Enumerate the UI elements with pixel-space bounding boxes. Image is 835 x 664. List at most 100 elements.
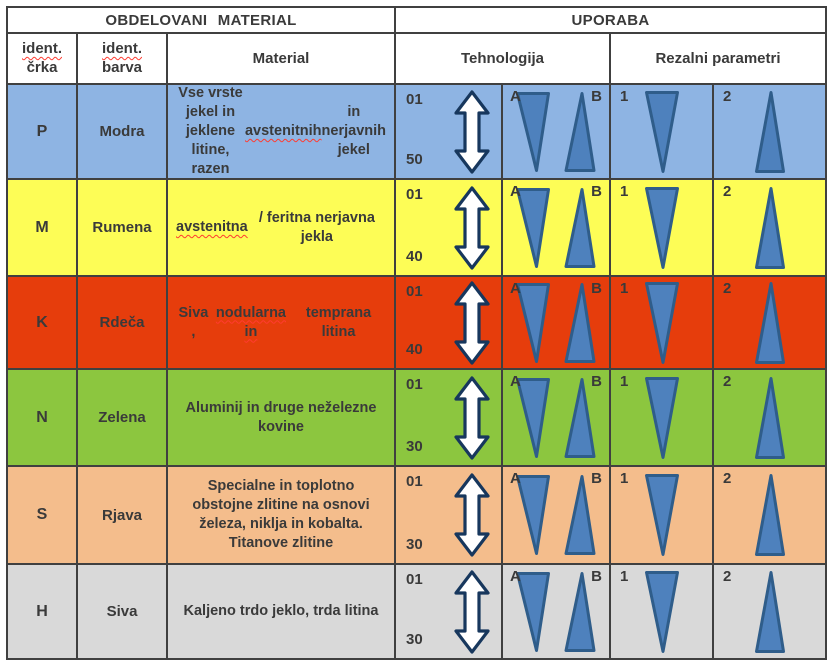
double-arrow-icon (453, 280, 490, 365)
param2-cell: 2 (714, 565, 825, 658)
tech-range-cell: 01 40 (396, 277, 501, 368)
double-arrow-box (442, 85, 501, 178)
tech-range-bottom: 30 (406, 438, 423, 455)
param1-cell: 1 (611, 85, 712, 178)
double-arrow-icon (453, 375, 490, 460)
label-b: B (591, 280, 602, 297)
triangle-down-icon (644, 90, 679, 173)
tech-range-cell: 01 40 (396, 180, 501, 275)
col-header-ident-barva-line2: barva (101, 58, 143, 76)
double-arrow-icon (453, 185, 490, 270)
section-title-uporaba: UPORABA (396, 8, 825, 32)
tech-range-numbers: 01 50 (396, 85, 442, 178)
triangle-down-icon (644, 570, 679, 653)
triangle-up-icon (564, 91, 596, 172)
param1-label: 1 (620, 373, 629, 390)
triangle-up-icon (564, 282, 596, 363)
triangle-down-icon (644, 281, 679, 364)
param2-label: 2 (723, 470, 732, 487)
tech-range-top: 01 (406, 283, 423, 300)
param1-label: 1 (620, 470, 629, 487)
material-text: avstenitnih (244, 123, 322, 140)
param2-cell: 2 (714, 370, 825, 465)
material-text: / feritna nerjavna jekla (258, 209, 375, 245)
section-title-obdelovani-material: OBDELOVANI MATERIAL (8, 8, 394, 32)
material-text: temprana litina (305, 304, 372, 340)
material-text: Aluminij in druge neželezne kovine (185, 399, 377, 435)
tech-range-numbers: 01 40 (396, 180, 442, 275)
label-b: B (591, 470, 602, 487)
triangle-down-icon (516, 475, 550, 555)
param1-label: 1 (620, 183, 629, 200)
triangle-down-icon (516, 91, 550, 172)
row-letter: K (8, 277, 76, 368)
tech-range-cell: 01 30 (396, 370, 501, 465)
col-header-tehnologija: Tehnologija (396, 34, 609, 83)
param1-label: 1 (620, 88, 629, 105)
row-color-name: Rjava (78, 467, 166, 563)
param2-label: 2 (723, 183, 732, 200)
param2-cell: 2 (714, 467, 825, 563)
param2-label: 2 (723, 373, 732, 390)
tech-range-cell: 01 50 (396, 85, 501, 178)
col-header-ident-crka-line1: ident. (22, 39, 62, 57)
double-arrow-icon (453, 473, 490, 557)
label-a: A (510, 88, 521, 105)
label-a: A (510, 280, 521, 297)
tech-range-top: 01 (406, 571, 423, 588)
tech-range-cell: 01 30 (396, 565, 501, 658)
col-header-ident-crka: ident. črka (8, 34, 76, 83)
double-arrow-icon (453, 89, 490, 174)
tech-range-bottom: 40 (406, 248, 423, 265)
double-arrow-box (442, 370, 501, 465)
param1-cell: 1 (611, 180, 712, 275)
tech-range-bottom: 40 (406, 341, 423, 358)
param1-cell: 1 (611, 565, 712, 658)
param1-label: 1 (620, 280, 629, 297)
tech-range-top: 01 (406, 91, 423, 108)
triangle-down-icon (644, 186, 679, 269)
double-arrow-box (442, 565, 501, 658)
col-header-ident-crka-line2: črka (26, 58, 58, 76)
label-b: B (591, 568, 602, 585)
triangle-down-icon (644, 474, 679, 556)
row-letter: H (8, 565, 76, 658)
triangle-up-icon (564, 187, 596, 268)
col-header-rezalni-parametri: Rezalni parametri (611, 34, 825, 83)
tech-range-numbers: 01 30 (396, 467, 442, 563)
label-b: B (591, 88, 602, 105)
tech-range-bottom: 30 (406, 631, 423, 648)
material-text: Specialne in toplotno obstojne zlitine n… (192, 478, 370, 551)
row-material: Vse vrste jekel in jeklene litine, razen… (168, 85, 394, 178)
double-arrow-box (442, 467, 501, 563)
tech-range-bottom: 50 (406, 151, 423, 168)
row-color-name: Modra (78, 85, 166, 178)
double-arrow-box (442, 277, 501, 368)
tech-range-numbers: 01 30 (396, 370, 442, 465)
material-text: avstenitna (176, 219, 248, 236)
tech-range-bottom: 30 (406, 536, 423, 553)
tech-range-numbers: 01 30 (396, 565, 442, 658)
triangle-up-icon (754, 376, 785, 459)
param2-cell: 2 (714, 180, 825, 275)
label-a: A (510, 183, 521, 200)
triangle-up-icon (754, 281, 785, 364)
tech-range-cell: 01 30 (396, 467, 501, 563)
material-text: in nerjavnih jekel (321, 104, 386, 158)
row-material: Aluminij in druge neželezne kovine (168, 370, 394, 465)
param2-label: 2 (723, 280, 732, 297)
row-color-name: Rumena (78, 180, 166, 275)
triangle-down-icon (516, 282, 550, 363)
double-arrow-box (442, 180, 501, 275)
triangle-up-icon (754, 186, 785, 269)
label-b: B (591, 183, 602, 200)
label-b: B (591, 373, 602, 390)
row-color-name: Siva (78, 565, 166, 658)
label-a: A (510, 568, 521, 585)
param2-label: 2 (723, 88, 732, 105)
